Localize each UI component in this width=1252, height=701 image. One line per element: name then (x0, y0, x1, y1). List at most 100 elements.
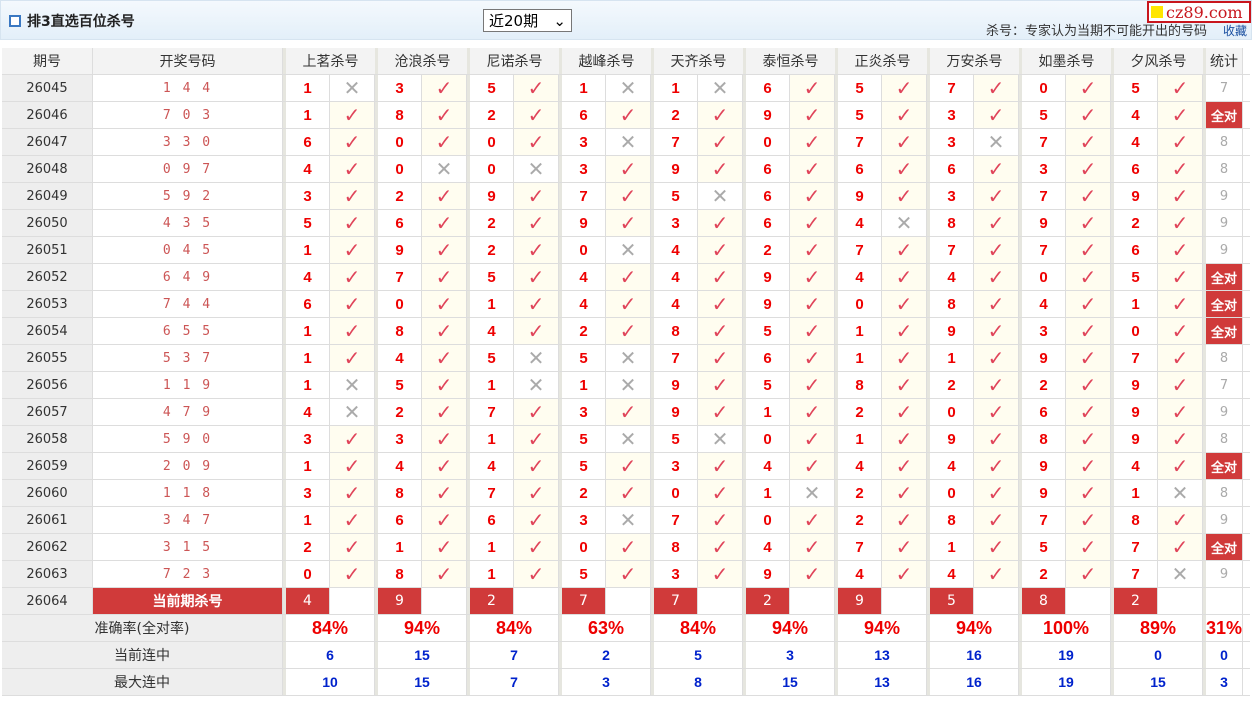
check-icon: ✓ (330, 237, 375, 263)
expert-cell: 9 ✓ (651, 399, 743, 425)
kill-number: 1 (562, 372, 606, 398)
kill-number: 3 (654, 453, 698, 479)
summary-value: 7 (467, 669, 559, 695)
expert-cell: 2 ✓ (1111, 210, 1203, 236)
kill-number: 7 (654, 129, 698, 155)
period-select[interactable]: 近20期 ⌄ (483, 9, 572, 32)
check-icon: ✓ (606, 156, 651, 182)
expert-cell: 1 ✕ (651, 75, 743, 101)
check-icon: ✓ (606, 453, 651, 479)
kill-number: 6 (378, 210, 422, 236)
summary-value: 10 (283, 669, 375, 695)
kill-number: 7 (1114, 534, 1158, 560)
kill-number: 4 (746, 534, 790, 560)
check-icon: ✓ (974, 183, 1019, 209)
expert-cell: 2 ✓ (283, 534, 375, 560)
kill-number: 0 (838, 291, 882, 317)
draw-number-cell: 3 3 0 (93, 129, 283, 155)
expert-cell: 9 ✓ (927, 318, 1019, 344)
check-icon: ✓ (790, 399, 835, 425)
summary-row: 当前连中 6 15 7 2 5 3 13 16 19 0 0 (2, 642, 1250, 669)
check-icon: ✓ (514, 318, 559, 344)
expert-cell: 0 ✓ (927, 399, 1019, 425)
summary-value: 15 (743, 669, 835, 695)
kill-number: 2 (378, 399, 422, 425)
kill-number: 9 (1022, 480, 1066, 506)
table-header: 期号 开奖号码 上茗杀号 沧浪杀号 尼诺杀号 越峰杀号 天齐杀号 泰恒杀号 正炎杀号 万安杀号… (2, 48, 1250, 75)
check-icon: ✓ (974, 534, 1019, 560)
period-cell: 26061 (2, 507, 93, 533)
expert-cell: 7 ✓ (651, 129, 743, 155)
expert-cell: 7 ✓ (835, 237, 927, 263)
expert-cell: 1 ✓ (283, 318, 375, 344)
favorite-link[interactable]: 收藏 (1222, 24, 1247, 38)
kill-number: 4 (746, 453, 790, 479)
expert-cell: 7 ✓ (651, 345, 743, 371)
kill-number: 5 (562, 453, 606, 479)
cross-icon: ✕ (606, 129, 651, 155)
expert-cell: 1 ✓ (743, 399, 835, 425)
expert-cell: 5 ✕ (651, 426, 743, 452)
expert-cell: 9 ✓ (743, 264, 835, 290)
check-icon: ✓ (698, 210, 743, 236)
kill-number: 5 (378, 372, 422, 398)
summary-value: 94% (743, 615, 835, 641)
kill-number: 1 (470, 561, 514, 587)
check-icon: ✓ (790, 453, 835, 479)
expert-cell: 6 ✓ (1019, 399, 1111, 425)
kill-number: 3 (654, 561, 698, 587)
kill-number: 9 (1022, 345, 1066, 371)
kill-number: 7 (1114, 345, 1158, 371)
check-icon: ✓ (790, 129, 835, 155)
stat-cell: 9 (1203, 399, 1243, 425)
expert-cell: 2 ✓ (835, 399, 927, 425)
current-kill-badge: 5 (930, 588, 974, 614)
kill-number: 0 (378, 291, 422, 317)
check-icon: ✓ (422, 183, 467, 209)
draw-number-cell: 1 1 9 (93, 372, 283, 398)
header-expert: 尼诺杀号 (467, 48, 559, 74)
kill-number: 9 (654, 399, 698, 425)
table-row: 26063 7 2 3 0 ✓ 8 ✓ 1 ✓ 5 ✓ 3 ✓ 9 ✓ 4 ✓ 4 ✓ 2 ✓ 7 ✕ 9 (2, 561, 1250, 588)
table-row: 26047 3 3 0 6 ✓ 0 ✓ 0 ✓ 3 ✕ 7 ✓ 0 ✓ 7 ✓ 3 ✕ 7 ✓ 4 ✓ 8 (2, 129, 1250, 156)
check-icon: ✓ (514, 210, 559, 236)
expert-cell: 0 ✓ (743, 129, 835, 155)
expert-cell: 3 ✓ (283, 183, 375, 209)
period-cell: 26060 (2, 480, 93, 506)
kill-number: 1 (286, 318, 330, 344)
check-icon: ✓ (1066, 399, 1111, 425)
kill-number: 3 (286, 480, 330, 506)
kill-number: 4 (1114, 453, 1158, 479)
table-row: 26059 2 0 9 1 ✓ 4 ✓ 4 ✓ 5 ✓ 3 ✓ 4 ✓ 4 ✓ 4 ✓ 9 ✓ 4 ✓ 全对 (2, 453, 1250, 480)
check-icon: ✓ (882, 561, 927, 587)
check-icon: ✓ (514, 102, 559, 128)
summary-value: 8 (651, 669, 743, 695)
summary-value: 89% (1111, 615, 1203, 641)
expert-cell: 2 (743, 588, 835, 614)
kill-number: 1 (470, 426, 514, 452)
check-icon: ✓ (974, 561, 1019, 587)
expert-cell: 4 ✓ (375, 345, 467, 371)
expert-cell: 3 ✕ (559, 507, 651, 533)
check-icon: ✓ (1158, 372, 1203, 398)
kill-number: 4 (838, 210, 882, 236)
check-icon: ✓ (1158, 291, 1203, 317)
check-icon: ✓ (790, 183, 835, 209)
draw-number-cell: 4 7 9 (93, 399, 283, 425)
expert-cell: 6 ✓ (559, 102, 651, 128)
kill-number: 6 (746, 156, 790, 182)
stat-cell: 8 (1203, 156, 1243, 182)
expert-cell: 1 ✓ (835, 318, 927, 344)
expert-cell: 9 ✓ (927, 426, 1019, 452)
header-expert: 越峰杀号 (559, 48, 651, 74)
kill-number: 8 (654, 534, 698, 560)
table-row: 26058 5 9 0 3 ✓ 3 ✓ 1 ✓ 5 ✕ 5 ✕ 0 ✓ 1 ✓ 9 ✓ 8 ✓ 9 ✓ 8 (2, 426, 1250, 453)
summary-value: 94% (835, 615, 927, 641)
expert-cell: 4 ✓ (743, 534, 835, 560)
period-cell: 26051 (2, 237, 93, 263)
check-icon: ✓ (330, 264, 375, 290)
check-icon: ✓ (1066, 291, 1111, 317)
kill-number: 1 (930, 534, 974, 560)
kill-number: 5 (470, 75, 514, 101)
draw-number-cell: 6 5 5 (93, 318, 283, 344)
